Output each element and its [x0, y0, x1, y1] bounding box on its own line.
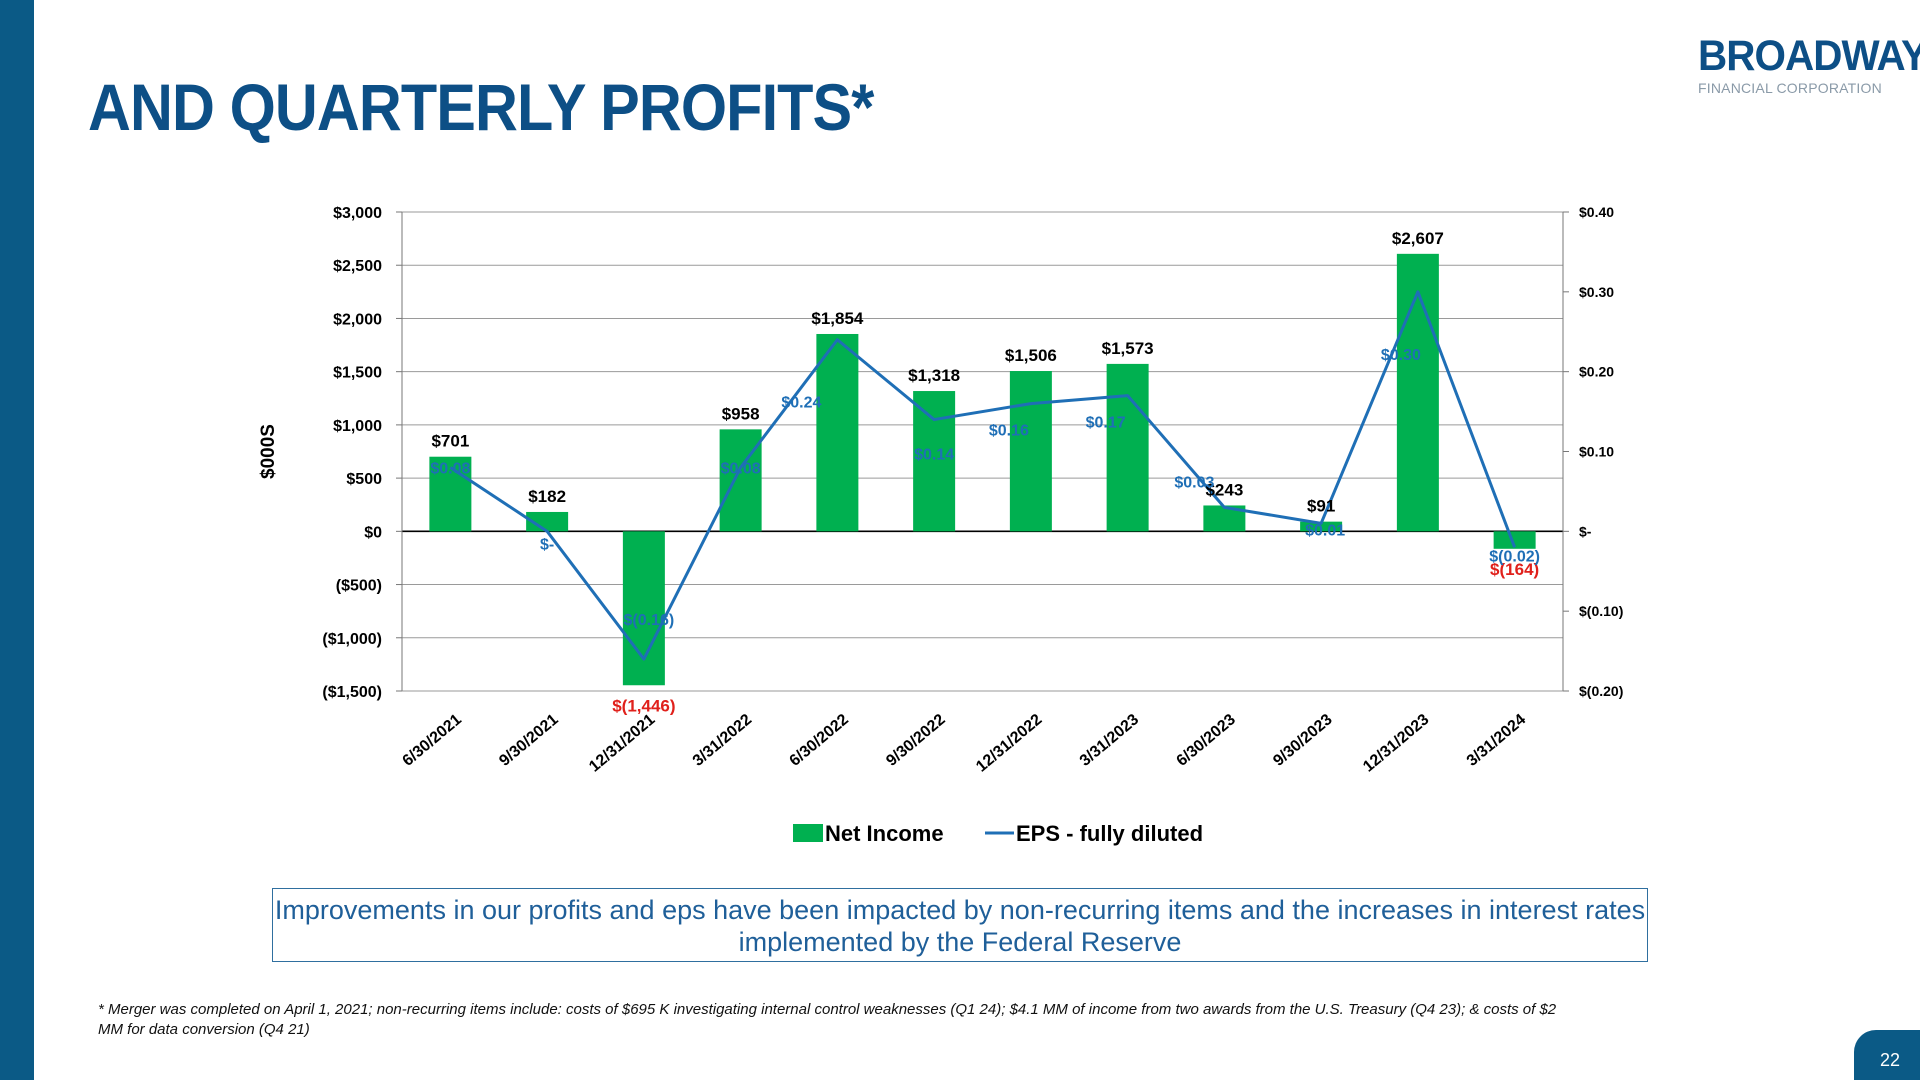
y2-tick-label: $0.40 [1579, 204, 1614, 220]
x-tick-label: 6/30/2023 [1173, 711, 1239, 770]
bar-value-label: $(1,446) [612, 696, 675, 715]
bar-value-label: $1,506 [1005, 346, 1057, 365]
y2-tick-label: $0.10 [1579, 444, 1614, 460]
eps-value-label: $0.17 [1086, 415, 1126, 432]
x-tick-label: 6/30/2021 [399, 711, 465, 770]
y-tick-label: ($1,500) [322, 684, 382, 701]
bar-net-income [1396, 253, 1439, 532]
bar-value-label: $1,318 [908, 366, 960, 385]
bar-net-income [622, 531, 665, 686]
eps-value-label: $0.14 [914, 447, 954, 464]
legend-label-net-income: Net Income [825, 821, 944, 846]
bar-value-label: $91 [1307, 497, 1335, 516]
y-tick-label: $500 [346, 471, 382, 488]
bar-net-income [1300, 521, 1343, 532]
x-tick-label: 12/31/2023 [1360, 711, 1432, 776]
y-tick-label: $2,000 [333, 311, 382, 328]
x-tick-label: 12/31/2021 [586, 711, 658, 776]
x-tick-label: 3/31/2022 [690, 711, 756, 770]
bar-net-income [526, 511, 569, 532]
eps-value-label: $0.03 [1174, 474, 1214, 491]
bar-net-income [1106, 363, 1149, 532]
y2-tick-label: $(0.10) [1579, 603, 1623, 619]
x-tick-label: 9/30/2023 [1270, 711, 1336, 770]
bar-net-income [816, 333, 859, 532]
y-tick-label: $1,500 [333, 365, 382, 382]
x-tick-label: 6/30/2022 [786, 711, 852, 770]
callout-box: Improvements in our profits and eps have… [272, 888, 1648, 962]
company-logo: BROADWAY FINANCIAL CORPORATION [1698, 34, 1920, 96]
x-tick-label: 9/30/2021 [496, 711, 562, 770]
y-tick-label: $2,500 [333, 258, 382, 275]
footnote: * Merger was completed on April 1, 2021;… [98, 1001, 1557, 1038]
eps-value-label: $0.24 [781, 395, 821, 412]
x-tick-label: 3/31/2023 [1077, 711, 1143, 770]
y2-tick-label: $0.20 [1579, 364, 1614, 380]
bar-value-label: $701 [431, 432, 469, 451]
y2-tick-label: $(0.20) [1579, 683, 1623, 699]
eps-line [449, 290, 1517, 661]
y-tick-label: ($1,000) [322, 631, 382, 648]
left-accent-bar [0, 0, 34, 1080]
page-number-badge: 22 [1854, 1030, 1920, 1080]
bar-net-income [1493, 531, 1536, 549]
eps-value-label: $(0.16) [624, 612, 675, 629]
bar-net-income [1009, 371, 1052, 532]
y2-tick-label: $- [1579, 523, 1592, 539]
bar-value-label: $182 [528, 487, 566, 506]
y-tick-label: $1,000 [333, 418, 382, 435]
bar-value-label: $2,607 [1392, 229, 1444, 248]
eps-value-label: $0.08 [721, 460, 761, 477]
x-tick-label: 3/31/2024 [1464, 711, 1530, 770]
eps-value-label: $0.16 [989, 423, 1029, 440]
eps-value-label: $(0.02) [1489, 548, 1540, 565]
y-axis-title: $000S [258, 424, 279, 479]
bar-value-label: $(164) [1490, 560, 1539, 579]
page-number: 22 [1879, 1050, 1900, 1070]
legend-label-eps: EPS - fully diluted [1016, 821, 1203, 846]
bar-value-label: $1,854 [811, 309, 864, 328]
eps-value-label: $0.01 [1305, 522, 1345, 539]
slide-title: AND QUARTERLY PROFITS* [88, 70, 874, 144]
y-tick-label: ($500) [336, 578, 382, 595]
eps-value-label: $0.08 [430, 460, 470, 477]
x-tick-label: 9/30/2022 [883, 711, 949, 770]
x-tick-label: 12/31/2022 [973, 711, 1045, 776]
bar-value-label: $243 [1205, 480, 1243, 499]
bar-value-label: $1,573 [1102, 339, 1154, 358]
bar-value-label: $958 [722, 404, 760, 423]
logo-subtitle: FINANCIAL CORPORATION [1698, 80, 1882, 96]
eps-value-label: $- [540, 536, 554, 553]
bar-net-income [719, 429, 762, 532]
y-tick-label: $0 [364, 524, 382, 541]
y2-tick-label: $0.30 [1579, 284, 1614, 300]
bar-net-income [913, 391, 956, 532]
y-tick-label: $3,000 [333, 205, 382, 222]
eps-value-label: $0.30 [1381, 347, 1421, 364]
legend-swatch-net-income [793, 824, 823, 842]
